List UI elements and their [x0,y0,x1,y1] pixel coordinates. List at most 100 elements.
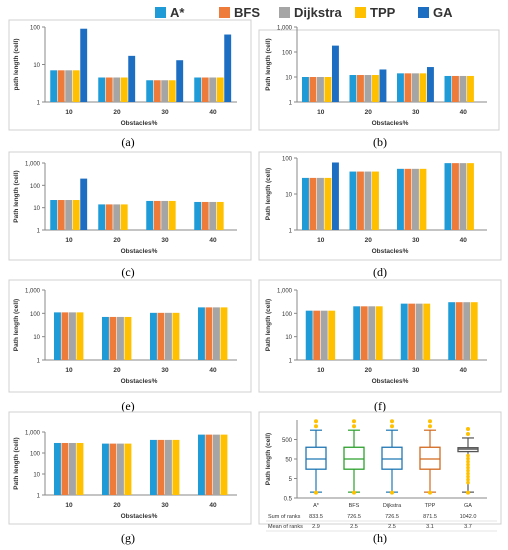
y-tick-label: 1,000 [25,289,41,295]
bar-TPP-40 [220,434,228,495]
bar-A*-20 [349,171,357,230]
bar-BFS-40 [452,75,459,102]
bar-A*-40 [198,307,205,360]
bar-BFS-20 [360,306,368,360]
x-axis-title: Obstacles% [121,120,158,127]
panel-frame [8,411,252,525]
bar-Dijkstra-40 [209,77,217,102]
bar-TPP-30 [419,73,427,102]
bar-Dijkstra-30 [161,200,169,230]
x-tick-label: 30 [161,109,169,116]
x-tick-label: 20 [113,367,121,374]
bar-BFS-20 [357,75,364,102]
bar-GA-10 [332,162,339,230]
y-tick-label: 1,000 [25,431,41,437]
outlier-point [466,431,470,436]
legend-swatch-3 [355,7,366,18]
bar-A*-20 [98,77,106,102]
x-axis-title: Obstacles% [372,378,409,385]
bar-Dijkstra-20 [368,306,376,360]
outlier-point [466,459,470,464]
bar-BFS-20 [357,171,364,230]
bar-BFS-30 [153,80,161,102]
y-axis-title: Path length (cell) [265,433,272,485]
bar-A*-40 [194,201,202,230]
x-axis-title: Obstacles% [121,378,158,385]
bar-BFS-40 [205,434,213,495]
y-tick-label: 1,000 [277,289,293,295]
x-tick-label: 10 [317,367,325,374]
y-tick-label: 500 [282,438,293,444]
panel-caption: (b) [373,135,387,149]
y-tick-label: 100 [30,452,41,458]
legend-label-0: A* [170,5,185,20]
outlier-point [390,490,394,495]
bar-Dijkstra-40 [459,75,467,102]
y-tick-label: 100 [282,157,293,163]
x-tick-label: 30 [412,237,420,244]
y-axis-title: Path length (cell) [265,38,272,90]
panel-caption: (g) [121,531,135,545]
bar-BFS-40 [452,163,459,230]
x-tick-label: 30 [412,109,420,116]
bar-GA-20 [128,55,136,102]
bar-TPP-40 [470,302,478,360]
y-tick-label: 1 [289,359,293,365]
bar-TPP-10 [76,442,84,495]
bar-TPP-10 [324,77,332,102]
x-tick-label: 20 [365,109,373,116]
bar-Dijkstra-10 [69,312,76,360]
bar-Dijkstra-40 [459,163,467,230]
bar-TPP-20 [120,77,128,102]
bar-TPP-20 [375,306,383,360]
table-cell: 2.5 [388,524,396,530]
outlier-point [466,490,470,495]
bar-Dijkstra-10 [65,70,73,102]
bar-A*-30 [146,200,154,230]
panel-0: (a) 1 10 100 path length (cell) 10 20 30 40 Obsta… [8,19,252,149]
table-row-label: Mean of ranks [268,524,303,530]
table-cell: 726.5 [347,514,361,520]
bar-A*-40 [444,163,452,230]
y-axis-title: Path length (cell) [265,168,272,220]
legend-label-1: BFS [234,5,260,20]
bar-BFS-10 [57,70,65,102]
x-axis-title: Obstacles% [121,248,158,255]
bar-GA-20 [379,69,387,102]
bar-BFS-40 [201,201,209,230]
bar-GA-10 [80,178,88,230]
x-tick-label: 10 [65,237,73,244]
table-cell: 833.5 [309,514,323,520]
y-tick-label: 5 [289,477,293,483]
y-tick-label: 10 [33,335,40,341]
outlier-point [314,490,318,495]
bar-BFS-30 [404,73,412,102]
bar-TPP-20 [120,204,128,230]
bar-GA-10 [332,45,339,102]
y-tick-label: 1 [289,229,293,235]
bar-A*-10 [302,77,309,102]
bar-A*-30 [150,439,157,495]
x-tick-label: GA [464,503,472,509]
x-tick-label: 10 [65,502,73,509]
x-tick-label: 10 [317,237,325,244]
bar-A*-40 [448,302,456,360]
box-TPP [419,446,441,470]
box-Dijkstra [381,446,403,470]
bar-BFS-40 [205,307,213,360]
y-tick-label: 50 [285,458,292,464]
bar-BFS-10 [61,442,69,495]
bar-TPP-40 [216,77,224,102]
bar-A*-40 [194,77,202,102]
x-axis-title: Obstacles% [372,248,409,255]
table-cell: 2.5 [350,524,358,530]
y-axis-title: Path length (cell) [13,437,20,489]
bar-A*-20 [102,316,109,360]
table-cell: 871.5 [423,514,437,520]
outlier-point [314,419,318,424]
outlier-point [390,424,394,429]
legend-label-4: GA [433,5,453,20]
outlier-point [466,426,470,431]
bar-TPP-20 [124,316,132,360]
